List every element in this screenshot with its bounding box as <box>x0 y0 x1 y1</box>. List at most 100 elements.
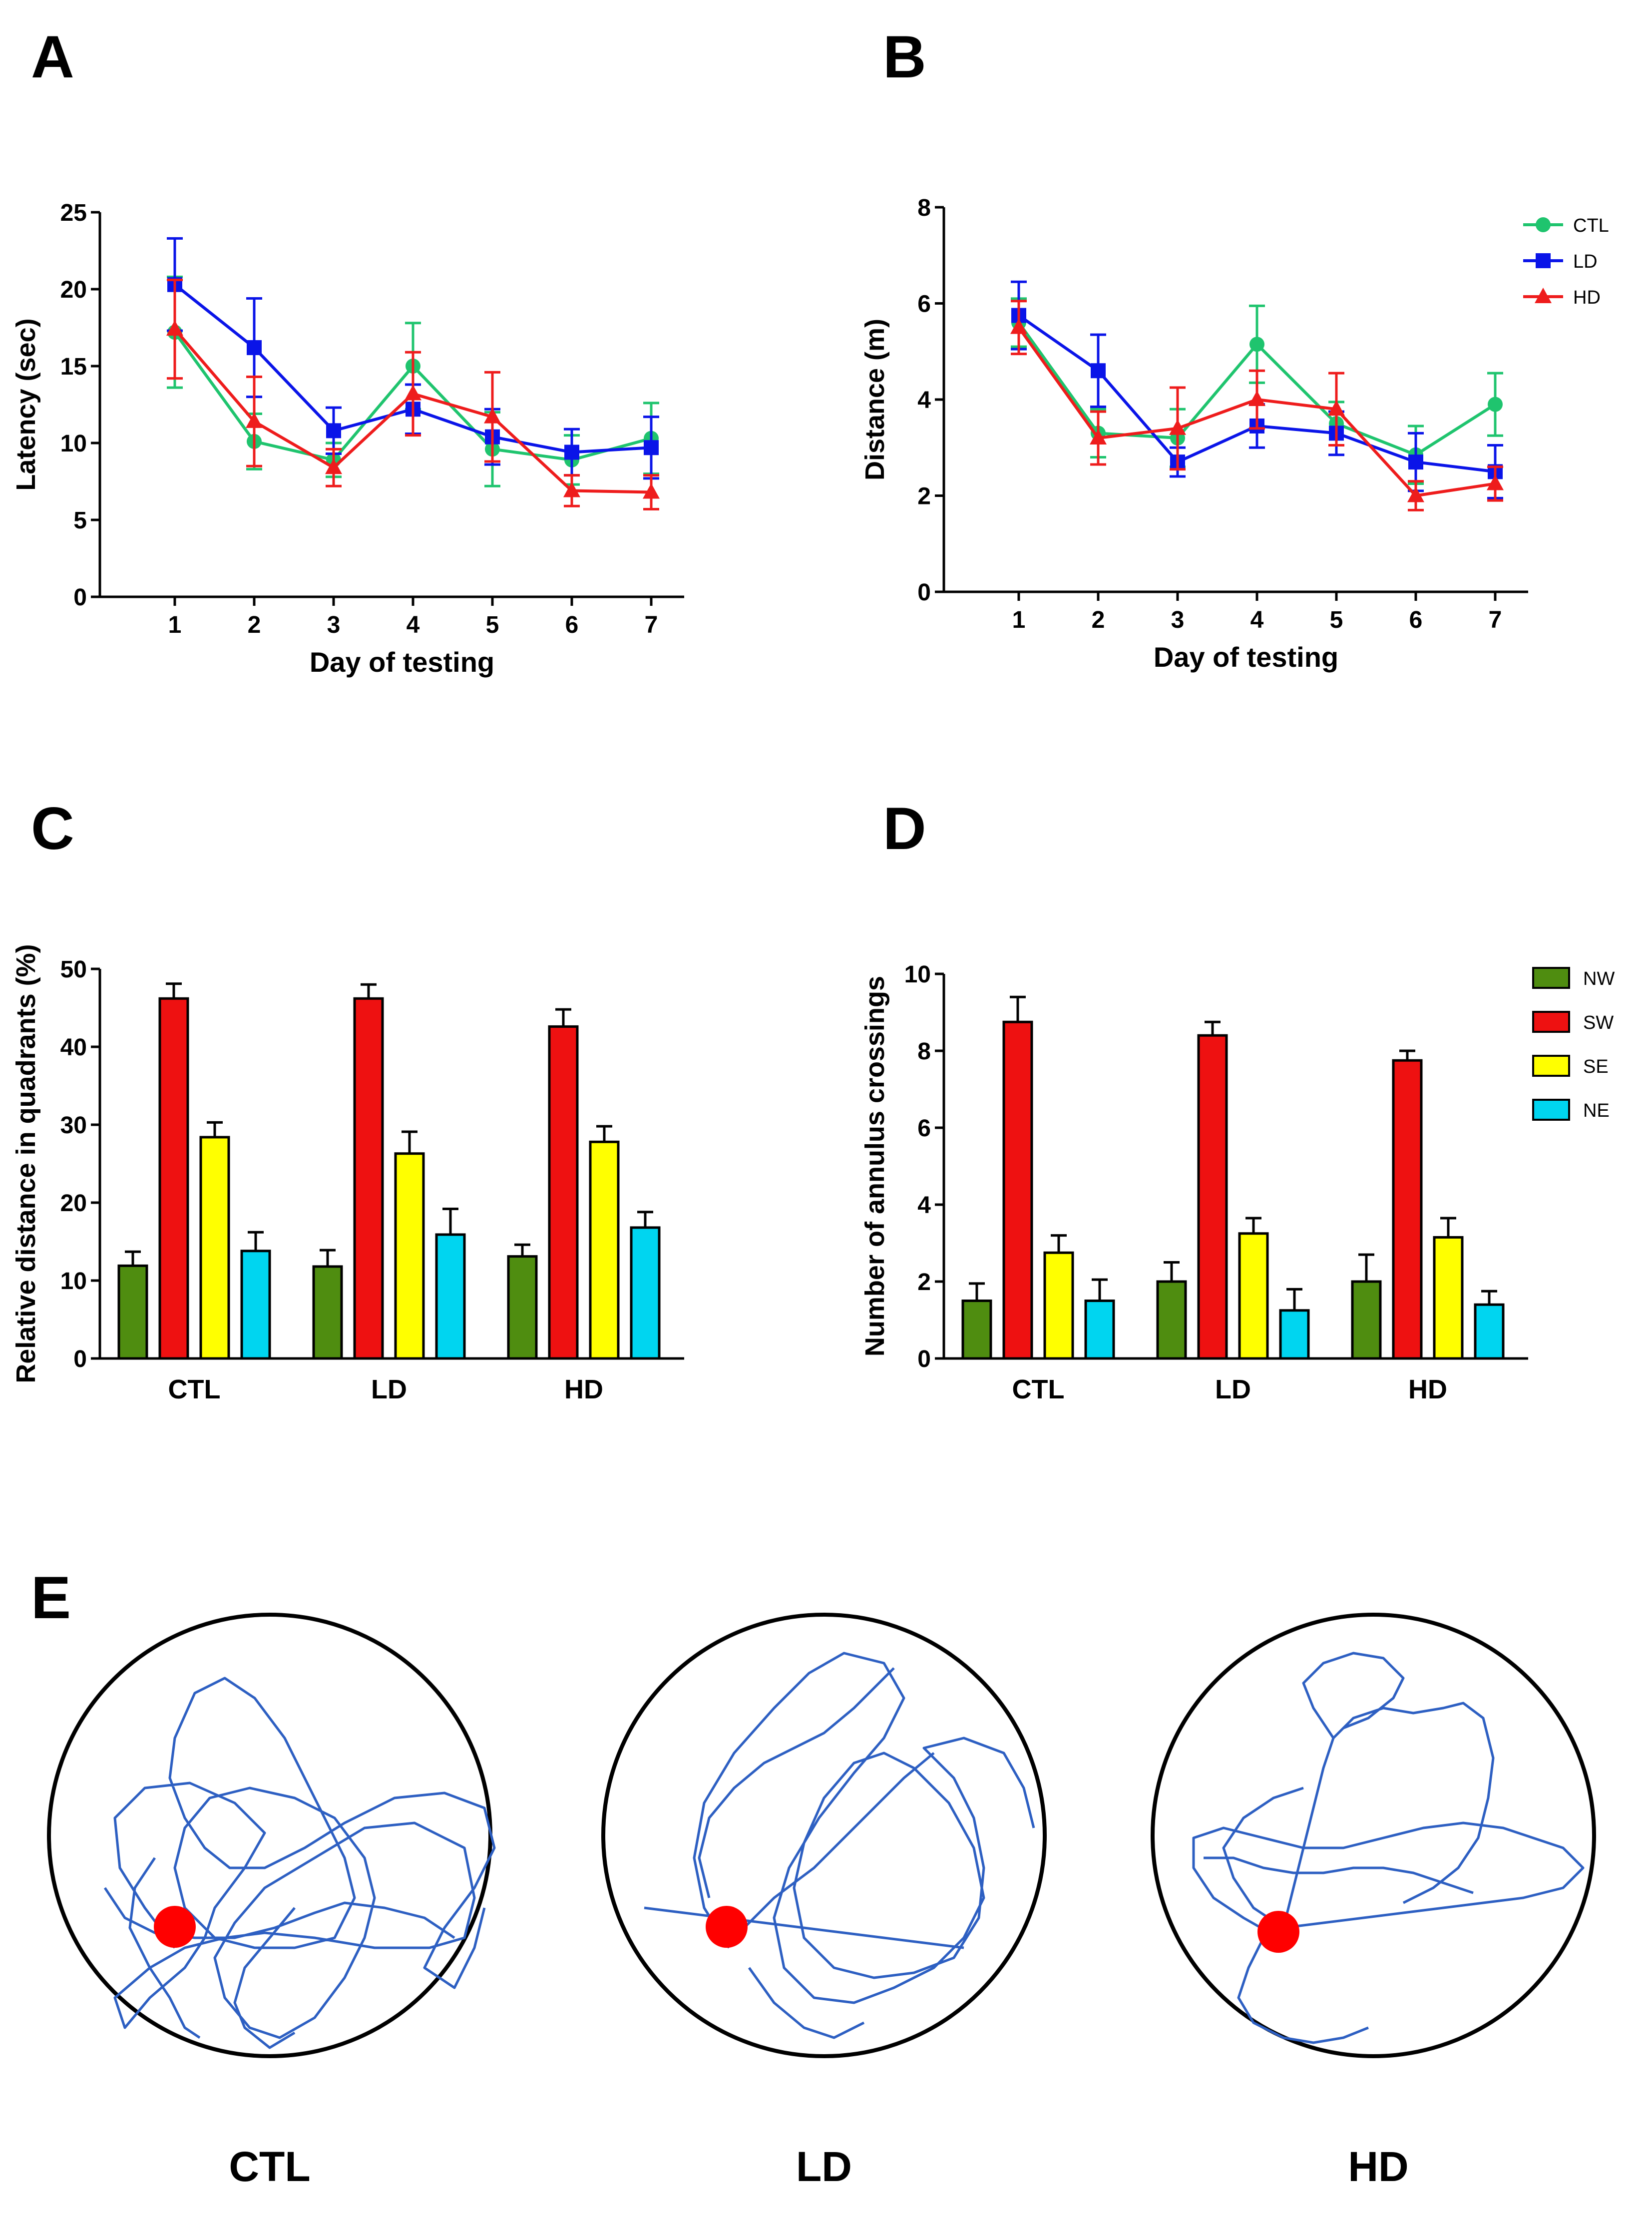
bar-sw <box>548 1025 579 1360</box>
trajectory-ld <box>601 1613 1047 2058</box>
bar-ne <box>240 1250 271 1360</box>
x-tick-label: LD <box>371 1374 407 1404</box>
legend-swatch-se <box>1532 1055 1570 1077</box>
y-tick-label: 25 <box>60 200 87 226</box>
trajectory-ctl <box>47 1613 496 2058</box>
y-tick-label: 50 <box>60 956 87 983</box>
x-tick-label: 7 <box>1489 607 1502 633</box>
trajectory-label-ld: LD <box>796 2143 852 2190</box>
legend-marker-hd <box>1535 288 1552 303</box>
x-tick-label: CTL <box>1012 1374 1065 1404</box>
bar-sw <box>353 997 384 1360</box>
point-ld <box>326 423 341 439</box>
point-hd <box>1010 318 1027 334</box>
bar-se <box>589 1140 620 1360</box>
chart-c-relative-distance: 0 10 20 30 40 50 Relative distance in quadrant… <box>11 944 684 1404</box>
y-tick-label: 0 <box>917 1346 931 1372</box>
y-tick-label: 0 <box>73 584 87 611</box>
panel-letter-c: C <box>31 795 74 862</box>
legend-swatch-ne <box>1532 1099 1570 1121</box>
x-tick-label: 6 <box>565 612 579 638</box>
y-tick-label: 10 <box>60 1268 87 1295</box>
point-hd <box>1248 391 1265 406</box>
point-ld <box>644 440 659 455</box>
y-axis-title: Latency (sec) <box>11 318 41 490</box>
y-axis-title: Number of annulus crossings <box>860 976 890 1356</box>
y-tick-label: 15 <box>60 354 87 380</box>
x-tick-label: 4 <box>1250 607 1264 633</box>
y-tick-label: 10 <box>904 961 931 988</box>
bar-se <box>1238 1232 1269 1360</box>
bar-nw <box>117 1264 148 1360</box>
y-tick-label: 20 <box>60 1190 87 1217</box>
point-ld <box>1408 454 1423 470</box>
y-tick-label: 4 <box>917 387 931 414</box>
swim-path-hd <box>1192 1652 1585 2044</box>
swim-path-ctl <box>103 1677 496 2049</box>
point-hd <box>1407 486 1424 502</box>
panel-letter-d: D <box>883 795 926 862</box>
x-tick-label: 3 <box>327 612 341 638</box>
y-tick-label: 40 <box>60 1034 87 1061</box>
point-hd <box>166 320 183 336</box>
bar-ne <box>435 1233 466 1360</box>
bar-sw <box>1002 1020 1033 1360</box>
chart-b-distance: 0 2 4 6 8 Distance (m) 1 2 3 4 5 6 7 Day of testing CT… <box>860 195 1609 673</box>
legend-label-sw: SW <box>1583 1012 1614 1033</box>
bar-sw <box>158 997 189 1360</box>
point-ld <box>1091 363 1106 379</box>
bar-ne <box>1084 1300 1115 1360</box>
x-tick-label: HD <box>1408 1374 1447 1404</box>
platform-hd <box>1257 1911 1299 1953</box>
legend-label-ctl: CTL <box>1573 215 1609 236</box>
legend-swatch-sw <box>1532 1011 1570 1033</box>
trajectory-label-hd: HD <box>1348 2143 1409 2190</box>
point-hd <box>643 483 660 499</box>
y-tick-label: 2 <box>917 483 931 510</box>
platform-ctl <box>154 1906 196 1948</box>
x-axis-title: Day of testing <box>1154 641 1338 673</box>
bar-se <box>199 1136 230 1360</box>
chart-d-annulus-crossings: 0 2 4 6 8 10 Number of annulus crossings CTL LD H… <box>860 961 1615 1404</box>
legend-label-ld: LD <box>1573 251 1598 272</box>
x-tick-label: 3 <box>1171 607 1185 633</box>
legend-label-ne: NE <box>1583 1100 1610 1121</box>
x-tick-label: 1 <box>168 612 182 638</box>
point-hd <box>484 408 501 424</box>
bar-nw <box>961 1300 992 1360</box>
x-tick-label: 4 <box>407 612 420 638</box>
panel-letter-b: B <box>883 23 926 90</box>
y-tick-label: 0 <box>917 579 931 606</box>
x-tick-label: 5 <box>1330 607 1343 633</box>
panel-letter-a: A <box>31 23 74 90</box>
bar-sw <box>1392 1059 1423 1360</box>
point-hd <box>246 412 263 428</box>
x-tick-label: 2 <box>1092 607 1105 633</box>
point-ld <box>564 444 579 460</box>
y-tick-label: 0 <box>73 1346 87 1372</box>
x-tick-label: LD <box>1215 1374 1251 1404</box>
bar-se <box>1433 1236 1464 1360</box>
bar-se <box>1043 1251 1074 1360</box>
bar-ne <box>630 1226 661 1360</box>
point-hd <box>325 458 342 474</box>
y-tick-label: 2 <box>917 1269 931 1296</box>
x-tick-label: CTL <box>168 1374 221 1404</box>
y-tick-label: 6 <box>917 1115 931 1142</box>
bar-nw <box>1156 1280 1187 1360</box>
bar-nw <box>312 1265 343 1360</box>
point-ctl <box>1488 397 1503 412</box>
bar-sw <box>1197 1034 1228 1360</box>
chart-a-latency: 0 5 10 15 20 25 Latency (sec) 1 2 3 4 5 6 7 Day of tes… <box>11 200 684 678</box>
panel-letter-e: E <box>31 1564 71 1631</box>
x-axis-title: Day of testing <box>310 646 494 678</box>
point-ctl <box>1249 337 1264 352</box>
bar-nw <box>507 1255 538 1360</box>
y-tick-label: 8 <box>917 1038 931 1065</box>
point-hd <box>1487 474 1504 490</box>
y-axis-title: Distance (m) <box>860 319 890 480</box>
legend-swatch-nw <box>1532 967 1570 989</box>
legend-marker-ctl <box>1536 217 1551 232</box>
y-axis-title: Relative distance in quadrants (%) <box>11 944 41 1383</box>
x-tick-label: 5 <box>486 612 499 638</box>
